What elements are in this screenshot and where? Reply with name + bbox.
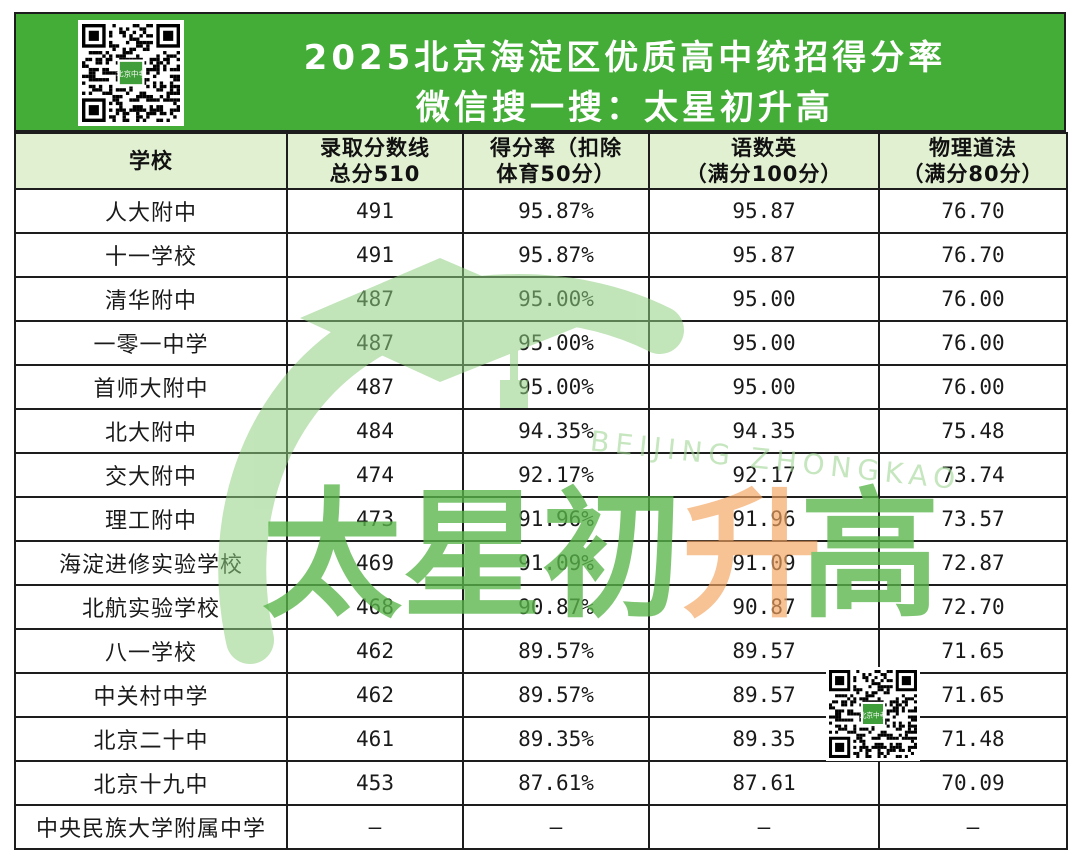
cutoff-score: 469 (286, 540, 464, 586)
table-header-row: 学校 录取分数线 总分510 得分率（扣除 体育50分） 语数英 （满分100分） 物… (14, 132, 1068, 190)
col-header-wldf: 物理道法 （满分80分） (878, 132, 1068, 190)
table-row: 理工附中 473 91.96% 91.96 73.57 (14, 496, 1068, 542)
page-title: 2025北京海淀区优质高中统招得分率 (303, 38, 947, 78)
ysy-score: – (648, 804, 880, 850)
ysy-score: 91.09 (648, 540, 880, 586)
school-name: 交大附中 (14, 452, 288, 498)
school-name: 北京十九中 (14, 760, 288, 806)
score-rate: 92.17% (462, 452, 650, 498)
ysy-score: 90.87 (648, 584, 880, 630)
qr-code-icon: 北京中考 (826, 667, 920, 761)
qr-badge-label: 北京中考 (116, 69, 146, 79)
wldf-score: 72.70 (878, 584, 1068, 630)
table-row: 海淀进修实验学校 469 91.09% 91.09 72.87 (14, 540, 1068, 586)
table-row: 中关村中学 462 89.57% 89.57 71.65 (14, 672, 1068, 718)
table-row: 北航实验学校 468 90.87% 90.87 72.70 (14, 584, 1068, 630)
table-row: 十一学校 491 95.87% 95.87 76.70 (14, 232, 1068, 278)
wldf-score: 73.57 (878, 496, 1068, 542)
score-rate: 95.00% (462, 276, 650, 322)
qr-badge-label: 北京中考 (860, 710, 887, 719)
school-name: 八一学校 (14, 628, 288, 674)
ysy-score: 95.87 (648, 232, 880, 278)
cutoff-score: 474 (286, 452, 464, 498)
school-name: 中关村中学 (14, 672, 288, 718)
col-header-rate: 得分率（扣除 体育50分） (462, 132, 650, 190)
col-header-school: 学校 (14, 132, 288, 190)
school-name: 十一学校 (14, 232, 288, 278)
wldf-score: 72.87 (878, 540, 1068, 586)
score-rate: 95.87% (462, 232, 650, 278)
wldf-score: 73.74 (878, 452, 1068, 498)
score-rate: 89.35% (462, 716, 650, 762)
ysy-score: 91.96 (648, 496, 880, 542)
score-rate: 89.57% (462, 672, 650, 718)
score-rate: – (462, 804, 650, 850)
table-row: 首师大附中 487 95.00% 95.00 76.00 (14, 364, 1068, 410)
score-rate: 87.61% (462, 760, 650, 806)
cutoff-score: 487 (286, 320, 464, 366)
col-header-ysy: 语数英 （满分100分） (648, 132, 880, 190)
school-name: 清华附中 (14, 276, 288, 322)
cutoff-score: 462 (286, 672, 464, 718)
cutoff-score: 491 (286, 232, 464, 278)
cutoff-score: – (286, 804, 464, 850)
ysy-score: 95.87 (648, 188, 880, 234)
school-name: 首师大附中 (14, 364, 288, 410)
score-rate: 90.87% (462, 584, 650, 630)
table-row: 清华附中 487 95.00% 95.00 76.00 (14, 276, 1068, 322)
cutoff-score: 453 (286, 760, 464, 806)
table-row: 一零一中学 487 95.00% 95.00 76.00 (14, 320, 1068, 366)
score-rate: 91.96% (462, 496, 650, 542)
score-rate: 91.09% (462, 540, 650, 586)
ysy-score: 92.17 (648, 452, 880, 498)
school-name: 理工附中 (14, 496, 288, 542)
table-row: 北大附中 484 94.35% 94.35 75.48 (14, 408, 1068, 454)
school-name: 人大附中 (14, 188, 288, 234)
school-name: 北京二十中 (14, 716, 288, 762)
wldf-score: 76.00 (878, 276, 1068, 322)
wldf-score: 76.00 (878, 364, 1068, 410)
score-rate: 95.00% (462, 364, 650, 410)
wldf-score: 71.65 (878, 628, 1068, 674)
score-rate: 95.87% (462, 188, 650, 234)
cutoff-score: 468 (286, 584, 464, 630)
school-name: 北大附中 (14, 408, 288, 454)
table-row: 北京十九中 453 87.61% 87.61 70.09 (14, 760, 1068, 806)
score-rate: 94.35% (462, 408, 650, 454)
page-subtitle: 微信搜一搜：太星初升高 (416, 88, 834, 128)
ysy-score: 95.00 (648, 320, 880, 366)
cutoff-score: 487 (286, 364, 464, 410)
wldf-score: 76.70 (878, 232, 1068, 278)
cutoff-score: 491 (286, 188, 464, 234)
wldf-score: – (878, 804, 1068, 850)
wldf-score: 76.70 (878, 188, 1068, 234)
ysy-score: 87.61 (648, 760, 880, 806)
wldf-score: 70.09 (878, 760, 1068, 806)
school-name: 北航实验学校 (14, 584, 288, 630)
school-name: 中央民族大学附属中学 (14, 804, 288, 850)
cutoff-score: 462 (286, 628, 464, 674)
cutoff-score: 487 (286, 276, 464, 322)
ysy-score: 89.57 (648, 628, 880, 674)
school-name: 海淀进修实验学校 (14, 540, 288, 586)
ysy-score: 94.35 (648, 408, 880, 454)
table-row: 中央民族大学附属中学 – – – – (14, 804, 1068, 850)
col-header-cutoff: 录取分数线 总分510 (286, 132, 464, 190)
score-rate: 95.00% (462, 320, 650, 366)
cutoff-score: 473 (286, 496, 464, 542)
score-rate: 89.57% (462, 628, 650, 674)
wldf-score: 75.48 (878, 408, 1068, 454)
table-row: 人大附中 491 95.87% 95.87 76.70 (14, 188, 1068, 234)
wldf-score: 76.00 (878, 320, 1068, 366)
school-name: 一零一中学 (14, 320, 288, 366)
qr-code-icon: 北京中考 (78, 20, 184, 126)
cutoff-score: 484 (286, 408, 464, 454)
table-row: 交大附中 474 92.17% 92.17 73.74 (14, 452, 1068, 498)
ysy-score: 95.00 (648, 276, 880, 322)
cutoff-score: 461 (286, 716, 464, 762)
ysy-score: 95.00 (648, 364, 880, 410)
title-banner: 北京中考 2025北京海淀区优质高中统招得分率 微信搜一搜：太星初升高 (14, 12, 1066, 132)
